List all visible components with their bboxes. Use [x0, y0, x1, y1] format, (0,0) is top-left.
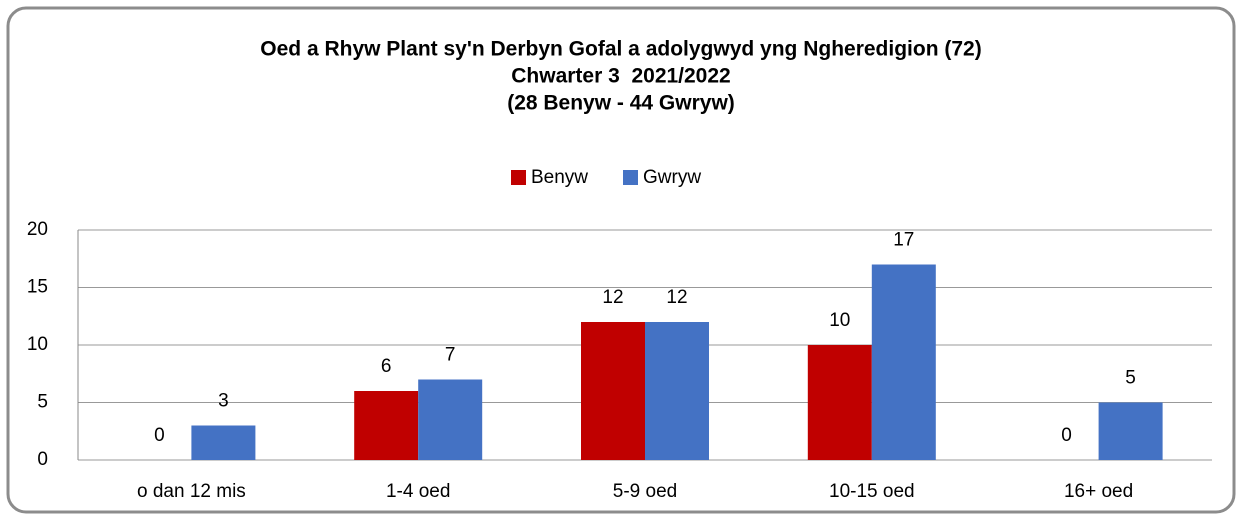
x-tick-label: 10-15 oed — [829, 481, 915, 502]
data-label: 3 — [218, 391, 229, 412]
bar — [807, 345, 872, 460]
bar — [418, 379, 483, 460]
legend-label: Gwryw — [643, 167, 701, 188]
y-tick-label: 5 — [37, 392, 48, 413]
legend-swatch — [511, 170, 526, 185]
y-tick-label: 20 — [27, 219, 48, 240]
bar — [191, 425, 256, 460]
chart-title: Oed a Rhyw Plant sy'n Derbyn Gofal a ado… — [260, 38, 981, 61]
x-tick-label: 1-4 oed — [386, 481, 450, 502]
data-label: 5 — [1125, 368, 1136, 389]
y-tick-label: 10 — [27, 334, 48, 355]
y-tick-label: 15 — [27, 277, 48, 298]
bar — [871, 264, 936, 460]
chart-subtitle: (28 Benyw - 44 Gwryw) — [507, 92, 735, 115]
data-label: 12 — [602, 287, 623, 308]
bar — [1098, 402, 1163, 460]
y-tick-label: 0 — [37, 449, 48, 470]
data-label: 10 — [829, 310, 850, 331]
legend-swatch — [623, 170, 638, 185]
data-label: 12 — [666, 287, 687, 308]
x-tick-label: o dan 12 mis — [137, 481, 246, 502]
data-label: 6 — [381, 356, 392, 377]
x-tick-label: 5-9 oed — [613, 481, 677, 502]
bar — [354, 391, 419, 460]
chart-subtitle: Chwarter 3 2021/2022 — [511, 65, 730, 88]
bar — [581, 322, 645, 460]
bar — [645, 322, 709, 460]
data-label: 0 — [154, 425, 165, 446]
data-label: 7 — [445, 345, 456, 366]
x-tick-label: 16+ oed — [1064, 481, 1133, 502]
legend-label: Benyw — [531, 167, 588, 188]
data-label: 17 — [893, 230, 914, 251]
data-label: 0 — [1061, 425, 1072, 446]
